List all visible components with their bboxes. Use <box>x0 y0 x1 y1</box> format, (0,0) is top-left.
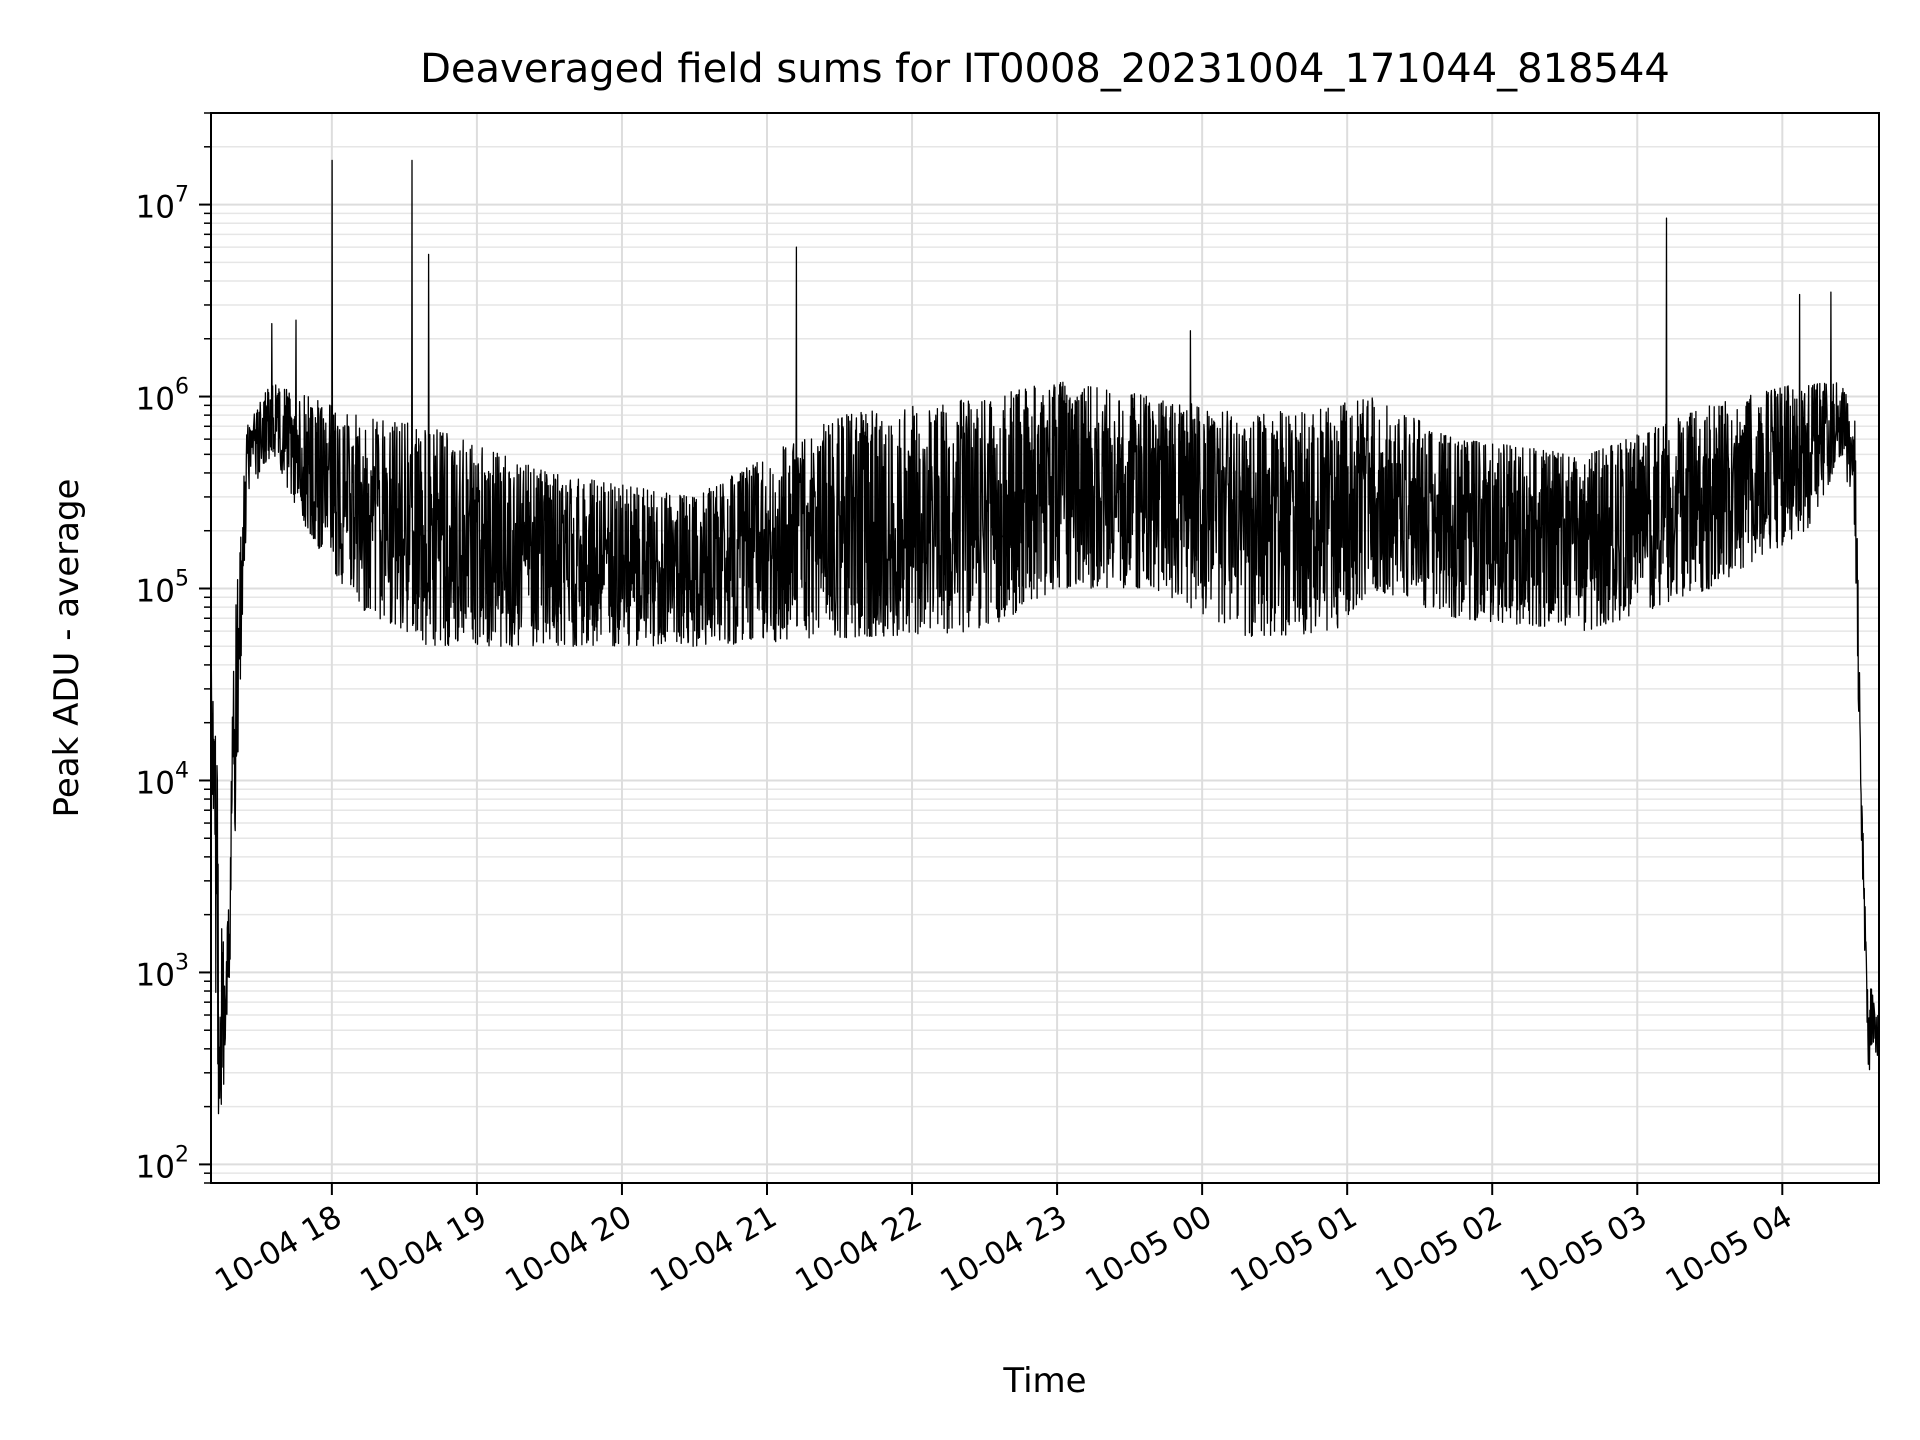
y-tick-label: 104 <box>136 758 189 801</box>
chart-title: Deaveraged field sums for IT0008_2023100… <box>420 46 1670 92</box>
plot-frame <box>210 112 1880 1184</box>
y-axis-label: Peak ADU - average <box>47 479 87 818</box>
y-tick-label: 103 <box>136 950 189 993</box>
series-group <box>211 159 1879 1115</box>
y-tick-label: 102 <box>136 1142 189 1185</box>
y-tick-label: 105 <box>136 567 189 610</box>
x-axis-label: Time <box>1002 1361 1086 1401</box>
y-tick-label: 106 <box>136 375 189 418</box>
series-line <box>211 159 1879 1115</box>
y-axis-ticks: 102 103 104 105 106 107 <box>136 112 211 1185</box>
y-tick-label: 107 <box>136 183 189 226</box>
